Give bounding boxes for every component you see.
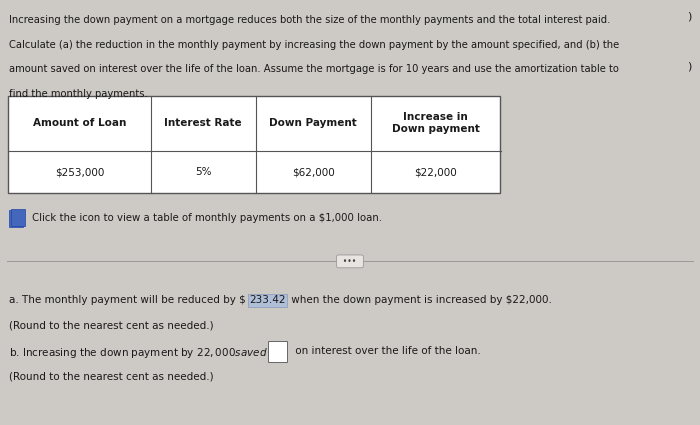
Text: b. Increasing the down payment by $22,000 saved $: b. Increasing the down payment by $22,00… bbox=[9, 346, 268, 360]
Text: (Round to the nearest cent as needed.): (Round to the nearest cent as needed.) bbox=[9, 321, 213, 331]
Text: Click the icon to view a table of monthly payments on a $1,000 loan.: Click the icon to view a table of monthl… bbox=[32, 213, 382, 223]
Text: ): ) bbox=[687, 12, 692, 22]
Text: •••: ••• bbox=[339, 257, 361, 266]
Text: find the monthly payments.: find the monthly payments. bbox=[9, 89, 148, 99]
Bar bbox=[8, 96, 500, 193]
Bar bbox=[11, 209, 25, 226]
Text: $22,000: $22,000 bbox=[414, 167, 457, 177]
Text: on interest over the life of the loan.: on interest over the life of the loan. bbox=[292, 346, 480, 357]
Text: Interest Rate: Interest Rate bbox=[164, 118, 242, 128]
Text: $62,000: $62,000 bbox=[292, 167, 335, 177]
Bar bbox=[268, 341, 288, 362]
Text: ): ) bbox=[687, 62, 692, 72]
Text: Calculate (a) the reduction in the monthly payment by increasing the down paymen: Calculate (a) the reduction in the month… bbox=[9, 40, 620, 50]
Bar bbox=[9, 210, 23, 227]
Text: Down Payment: Down Payment bbox=[270, 118, 357, 128]
Text: $253,000: $253,000 bbox=[55, 167, 104, 177]
Text: a. The monthly payment will be reduced by $: a. The monthly payment will be reduced b… bbox=[9, 295, 249, 306]
Text: Increase in
Down payment: Increase in Down payment bbox=[392, 112, 480, 134]
Text: when the down payment is increased by $22,000.: when the down payment is increased by $2… bbox=[288, 295, 552, 306]
Text: Amount of Loan: Amount of Loan bbox=[33, 118, 126, 128]
Text: 5%: 5% bbox=[195, 167, 211, 177]
Text: (Round to the nearest cent as needed.): (Round to the nearest cent as needed.) bbox=[9, 372, 213, 382]
Text: amount saved on interest over the life of the loan. Assume the mortgage is for 1: amount saved on interest over the life o… bbox=[9, 64, 619, 74]
Text: 233.42: 233.42 bbox=[249, 295, 286, 306]
Text: Increasing the down payment on a mortgage reduces both the size of the monthly p: Increasing the down payment on a mortgag… bbox=[9, 15, 610, 25]
